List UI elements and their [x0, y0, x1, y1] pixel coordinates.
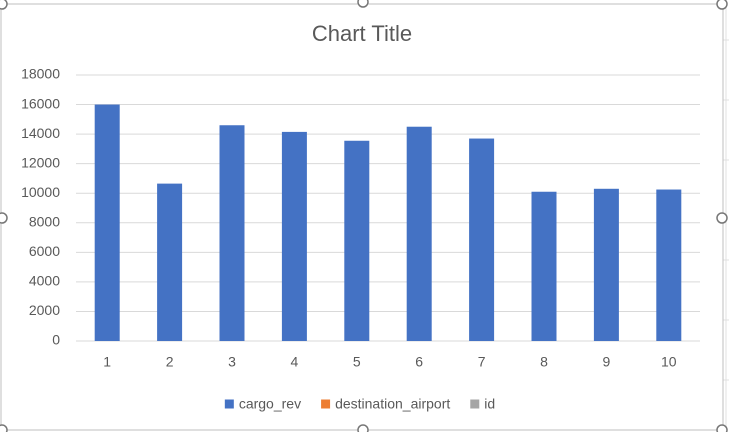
y-tick-label: 6000: [29, 243, 60, 259]
bar: [469, 138, 495, 341]
bar: [593, 188, 619, 341]
bar: [94, 104, 120, 341]
y-tick-label: 8000: [29, 213, 60, 229]
legend-item: cargo_rev: [224, 396, 301, 412]
x-tick-label: 9: [603, 354, 611, 370]
legend-swatch: [224, 399, 234, 409]
bar: [531, 191, 557, 341]
y-tick-label: 0: [52, 332, 60, 348]
chart-title: Chart Title: [312, 21, 412, 46]
legend-item: id: [470, 396, 495, 412]
legend-swatch: [321, 399, 331, 409]
y-tick-label: 18000: [21, 66, 60, 82]
y-tick-label: 14000: [21, 125, 60, 141]
plot-area: 0 2000 4000 6000 8000 10000 12000 14000 16000 180…: [21, 66, 700, 412]
bar: [344, 140, 370, 341]
x-tick-label: 8: [540, 354, 548, 370]
y-tick-label: 10000: [21, 184, 60, 200]
x-tick-label: 7: [478, 354, 486, 370]
legend-label: id: [484, 396, 495, 412]
bar: [157, 183, 183, 341]
x-tick-label: 1: [103, 354, 111, 370]
legend-item: destination_airport: [321, 396, 450, 412]
x-tick-label: 5: [353, 354, 361, 370]
legend-label: cargo_rev: [239, 396, 301, 412]
bar: [656, 189, 682, 341]
y-tick-label: 12000: [21, 154, 60, 170]
x-tick-label: 3: [228, 354, 236, 370]
legend-swatch: [470, 399, 480, 409]
bar: [219, 125, 245, 341]
x-tick-label: 2: [166, 354, 174, 370]
legend-label: destination_airport: [335, 396, 450, 412]
x-tick-label: 4: [291, 354, 299, 370]
x-tick-label: 10: [661, 354, 677, 370]
bar: [281, 131, 307, 341]
bar: [406, 126, 432, 341]
x-tick-label: 6: [415, 354, 423, 370]
y-tick-label: 4000: [29, 273, 60, 289]
y-tick-label: 2000: [29, 302, 60, 318]
y-tick-label: 16000: [21, 95, 60, 111]
